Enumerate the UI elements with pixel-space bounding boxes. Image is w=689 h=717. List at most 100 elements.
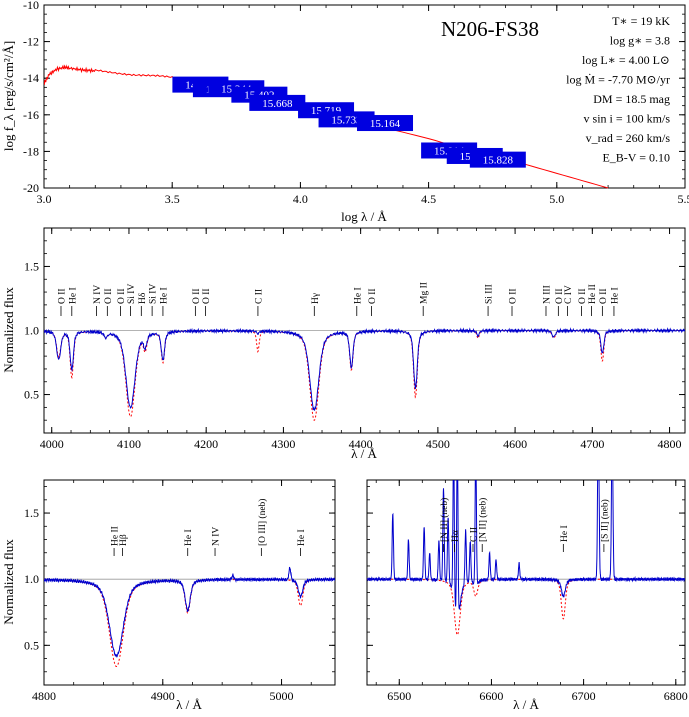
sed-parameter: v sin i = 100 km/s bbox=[584, 112, 671, 126]
line-id-label: [N II] (neb) bbox=[478, 498, 489, 542]
hbeta-spectrum-curves bbox=[44, 567, 335, 667]
x-tick-label: 6500 bbox=[387, 689, 411, 703]
x-tick-label: 5000 bbox=[270, 689, 294, 703]
sed-panel: 3.03.54.04.55.05.5-20-18-16-14-12-10 N20… bbox=[1, 0, 689, 224]
line-id: [O III] (neb) bbox=[257, 499, 268, 556]
line-id: O II bbox=[117, 288, 127, 316]
observed-spectrum-line bbox=[44, 567, 335, 657]
line-id-label: [S II] (neb) bbox=[599, 499, 610, 542]
y-tick-label: 1.5 bbox=[24, 506, 39, 520]
line-id: O II bbox=[599, 288, 609, 316]
line-id: [N II] (neb) bbox=[478, 498, 489, 552]
line-id: He I bbox=[184, 529, 194, 556]
line-id: He I bbox=[353, 287, 363, 316]
line-id: O II bbox=[202, 288, 212, 316]
photometry-magnitude: 15.828 bbox=[483, 155, 514, 167]
line-id-label: He I bbox=[68, 287, 78, 304]
line-id-label: N IV bbox=[212, 527, 222, 546]
line-id: O II bbox=[192, 288, 202, 316]
line-id-label: Hβ bbox=[119, 534, 129, 546]
x-tick-label: 5.5 bbox=[678, 192, 689, 206]
line-id-label: N III bbox=[542, 285, 552, 304]
line-id-label: Si IV bbox=[149, 284, 159, 304]
line-id: He II bbox=[588, 284, 598, 316]
x-tick-label: 6800 bbox=[664, 689, 688, 703]
line-id: Si IV bbox=[127, 284, 137, 316]
x-tick-label: 5.0 bbox=[549, 192, 564, 206]
line-id-label: O II bbox=[117, 288, 127, 304]
line-id: Si IV bbox=[149, 284, 159, 316]
halpha-axis-ticks: 6500 6600 6700 6800 bbox=[367, 480, 688, 703]
line-id-label: He I bbox=[353, 287, 363, 304]
line-id: N IV bbox=[93, 285, 103, 316]
line-id: Si III bbox=[485, 284, 495, 316]
model-spectrum-line bbox=[367, 579, 685, 635]
y-tick-label: 0.5 bbox=[24, 388, 39, 402]
x-tick-label: 4600 bbox=[503, 437, 527, 451]
line-id: [S II] (neb) bbox=[599, 499, 610, 552]
sed-y-axis-label: log f_λ [erg/s/cm²/Å] bbox=[1, 41, 16, 151]
sed-parameter: E_B-V = 0.10 bbox=[602, 151, 670, 165]
sed-parameter: log Ṁ = -7.70 M⊙/yr bbox=[566, 73, 670, 87]
x-tick-label: 4500 bbox=[426, 437, 450, 451]
line-id: He I bbox=[610, 287, 620, 316]
model-spectrum-line bbox=[44, 579, 335, 666]
x-tick-label: 6700 bbox=[572, 689, 596, 703]
line-id-label: Si III bbox=[485, 284, 495, 304]
line-id-label: [N II] (neb) bbox=[439, 498, 450, 542]
line-id: O II bbox=[368, 288, 378, 316]
x-tick-label: 4700 bbox=[580, 437, 604, 451]
photometry-box: 15.164 bbox=[357, 115, 413, 131]
line-id: Hδ bbox=[138, 292, 148, 316]
line-id: O II bbox=[578, 288, 588, 316]
line-id: C II bbox=[254, 289, 264, 316]
y-tick-label: -20 bbox=[23, 181, 39, 195]
y-tick-label: 0.5 bbox=[24, 638, 39, 652]
sed-axis-ticks: 3.03.54.04.55.05.5-20-18-16-14-12-10 bbox=[23, 0, 689, 206]
sed-photometry-boxes: 14.66516.03415.34415.40215.66815.71915.7… bbox=[172, 77, 525, 168]
x-tick-label: 4900 bbox=[151, 689, 175, 703]
line-id: Mg II bbox=[420, 282, 430, 316]
x-tick-label: 4100 bbox=[117, 437, 141, 451]
x-tick-label: 4300 bbox=[271, 437, 295, 451]
line-id-label: He I bbox=[297, 529, 307, 546]
halpha-spectrum-curves bbox=[367, 422, 685, 635]
line-id-label: O II bbox=[192, 288, 202, 304]
line-id: He I bbox=[68, 287, 78, 316]
line-id-label: O II bbox=[599, 288, 609, 304]
sed-x-axis-label: log λ / Å bbox=[341, 209, 387, 224]
x-tick-label: 4800 bbox=[658, 437, 682, 451]
line-id-label: He I bbox=[184, 529, 194, 546]
x-tick-label: 4800 bbox=[32, 689, 56, 703]
line-id-label: N IV bbox=[93, 285, 103, 304]
y-tick-label: -12 bbox=[23, 35, 39, 49]
y-tick-label: -16 bbox=[23, 108, 39, 122]
line-id-label: Hγ bbox=[311, 293, 321, 304]
line-id: He I bbox=[297, 529, 307, 556]
line-id: He I bbox=[560, 525, 570, 552]
line-id-label: Hα bbox=[451, 530, 461, 542]
line-id: He I bbox=[159, 287, 169, 316]
line-id-label: C II bbox=[254, 289, 264, 304]
x-tick-label: 6600 bbox=[479, 689, 503, 703]
sed-parameter: log L∗ = 4.00 L⊙ bbox=[582, 53, 670, 67]
x-tick-label: 4.0 bbox=[293, 192, 308, 206]
line-id-label: Mg II bbox=[420, 282, 430, 304]
x-tick-label: 4200 bbox=[194, 437, 218, 451]
line-id: C IV bbox=[564, 285, 574, 316]
blue-y-axis-label: Normalized flux bbox=[1, 287, 16, 373]
photometry-box: 15.828 bbox=[470, 152, 526, 168]
y-tick-label: 1.0 bbox=[24, 572, 39, 586]
sed-title: N206-FS38 bbox=[441, 17, 539, 41]
hbeta-axis-ticks: 4800 4900 5000 0.5 1.0 1.5 bbox=[24, 480, 335, 703]
y-tick-label: -14 bbox=[23, 71, 39, 85]
blue-x-axis-label: λ / Å bbox=[351, 446, 377, 461]
sed-parameter: v_rad = 260 km/s bbox=[586, 131, 671, 145]
line-id: Hγ bbox=[311, 293, 321, 316]
